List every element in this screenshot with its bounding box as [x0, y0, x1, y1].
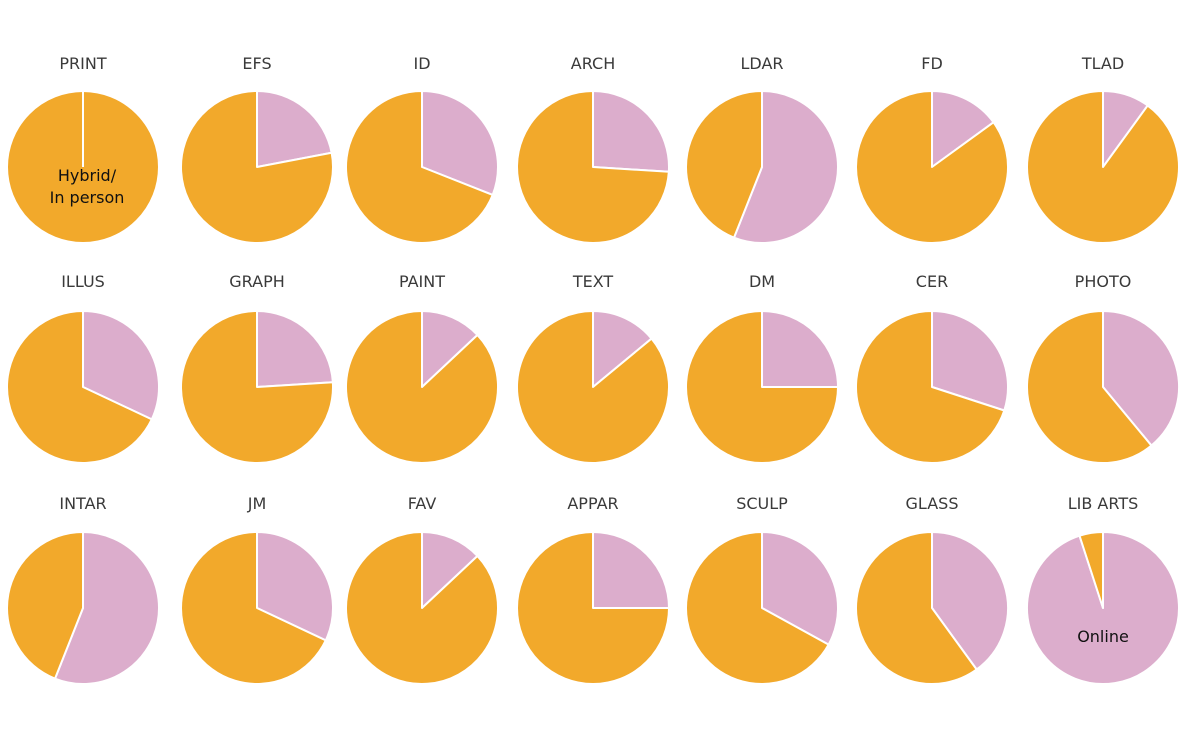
pie-title-dm: DM: [749, 272, 775, 291]
slice-hybrid-graph: [180, 310, 334, 464]
pie-chart-id: ID: [345, 54, 499, 244]
slice-hybrid-lib-arts: [1078, 531, 1104, 609]
pie-chart-cer: CER: [855, 272, 1009, 464]
slice-online-ldar: [733, 90, 839, 244]
pie-chart-tlad: TLAD: [1026, 54, 1181, 244]
slice-online-sculp: [761, 531, 839, 646]
pie-chart-photo: PHOTO: [1026, 272, 1180, 464]
slice-hybrid-arch: [516, 90, 670, 244]
pie-annotation-line: Hybrid/: [58, 166, 117, 185]
slice-online-cer: [931, 310, 1009, 412]
slice-hybrid-jm: [180, 531, 327, 685]
slice-hybrid-illus: [6, 310, 153, 464]
slice-hybrid-text: [516, 310, 670, 464]
pie-title-fd: FD: [921, 54, 943, 73]
pie-title-efs: EFS: [242, 54, 271, 73]
slice-online-dm: [761, 310, 839, 388]
pie-title-illus: ILLUS: [61, 272, 105, 291]
slice-hybrid-glass: [855, 531, 978, 685]
pie-title-appar: APPAR: [567, 494, 618, 513]
pie-title-id: ID: [413, 54, 430, 73]
slice-hybrid-paint: [345, 310, 500, 464]
pie-title-photo: PHOTO: [1075, 272, 1132, 291]
pie-chart-ldar: LDAR: [685, 54, 839, 244]
pie-title-lib-arts: LIB ARTS: [1068, 494, 1139, 513]
slice-hybrid-efs: [180, 90, 334, 244]
pie-chart-jm: JM: [180, 494, 334, 685]
slice-online-graph: [256, 310, 334, 388]
pie-chart-text: TEXT: [516, 272, 670, 464]
pie-title-glass: GLASS: [906, 494, 959, 513]
pie-title-arch: ARCH: [571, 54, 615, 73]
pie-title-cer: CER: [916, 272, 948, 291]
pie-title-ldar: LDAR: [740, 54, 783, 73]
pie-title-graph: GRAPH: [229, 272, 285, 291]
slice-hybrid-fav: [345, 531, 500, 685]
pie-chart-sculp: SCULP: [685, 494, 839, 685]
pie-chart-illus: ILLUS: [6, 272, 160, 464]
pie-title-text: TEXT: [572, 272, 614, 291]
pie-chart-arch: ARCH: [516, 54, 670, 244]
pie-annotation-online: Online: [1077, 627, 1129, 646]
pie-title-sculp: SCULP: [736, 494, 788, 513]
slice-hybrid-fd: [855, 90, 1009, 244]
pie-chart-graph: GRAPH: [180, 272, 334, 464]
slice-online-appar: [592, 531, 670, 609]
pie-title-print: PRINT: [59, 54, 106, 73]
slice-online-arch: [592, 90, 670, 173]
slice-online-fav: [421, 531, 479, 609]
pie-chart-print: PRINT: [6, 54, 160, 244]
pie-annotation-hybrid: Hybrid/In person: [50, 166, 125, 207]
slice-online-paint: [421, 310, 479, 388]
slice-hybrid-id: [345, 90, 494, 244]
pie-chart-fav: FAV: [345, 494, 500, 685]
pie-title-fav: FAV: [408, 494, 437, 513]
pie-title-paint: PAINT: [399, 272, 445, 291]
pie-chart-paint: PAINT: [345, 272, 500, 464]
slice-hybrid-photo: [1026, 310, 1153, 464]
slice-online-id: [421, 90, 499, 196]
slice-hybrid-ldar: [685, 90, 763, 239]
slice-hybrid-tlad: [1026, 90, 1181, 244]
pie-title-intar: INTAR: [59, 494, 106, 513]
pie-chart-fd: FD: [855, 54, 1009, 244]
pie-chart-dm: DM: [685, 272, 839, 464]
slice-online-efs: [256, 90, 333, 168]
pie-chart-appar: APPAR: [516, 494, 670, 685]
slice-online-illus: [82, 310, 160, 421]
pie-chart-efs: EFS: [180, 54, 334, 244]
slice-online-text: [592, 310, 653, 388]
slice-online-jm: [256, 531, 334, 642]
pie-title-jm: JM: [247, 494, 267, 513]
slice-online-fd: [931, 90, 995, 168]
slice-hybrid-appar: [516, 531, 670, 685]
slice-online-glass: [931, 531, 1009, 671]
pie-chart-glass: GLASS: [855, 494, 1009, 685]
slice-online-photo: [1102, 310, 1180, 447]
pie-chart-lib-arts: LIB ARTS: [1026, 494, 1180, 685]
slice-hybrid-intar: [6, 531, 84, 680]
pie-chart-intar: INTAR: [6, 494, 160, 685]
slice-hybrid-cer: [855, 310, 1006, 464]
slice-online-intar: [54, 531, 160, 685]
pie-title-tlad: TLAD: [1081, 54, 1124, 73]
slice-hybrid-dm: [685, 310, 839, 464]
pie-annotation-line: Online: [1077, 627, 1129, 646]
pie-annotation-line: In person: [50, 188, 125, 207]
slice-hybrid-sculp: [685, 531, 830, 685]
